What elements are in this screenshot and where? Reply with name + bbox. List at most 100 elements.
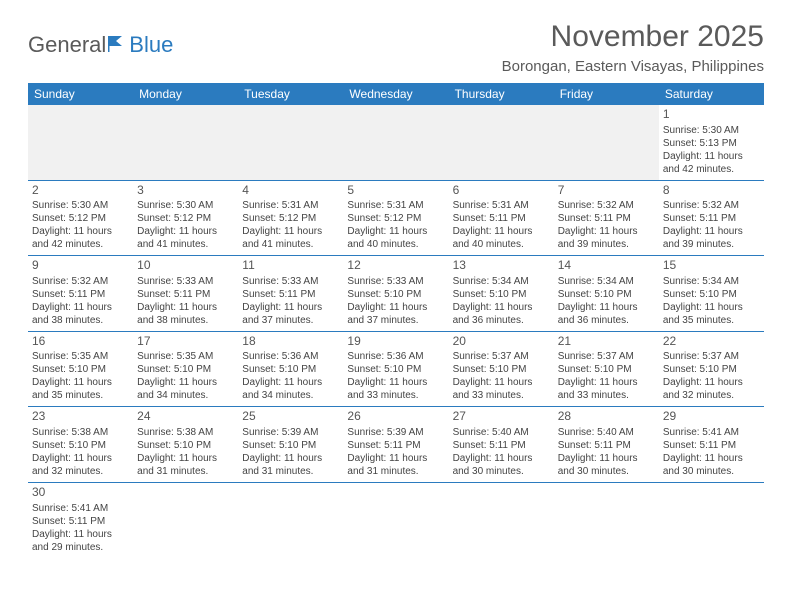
day-cell <box>554 105 659 180</box>
day-number: 30 <box>32 485 129 501</box>
day-info-line: Sunset: 5:13 PM <box>663 137 760 150</box>
day-cell: 2Sunrise: 5:30 AMSunset: 5:12 PMDaylight… <box>28 180 133 256</box>
day-info-line: Daylight: 11 hours <box>663 150 760 163</box>
title-block: November 2025 Borongan, Eastern Visayas,… <box>502 20 764 75</box>
day-info-line: and 41 minutes. <box>137 238 234 251</box>
week-row: 1Sunrise: 5:30 AMSunset: 5:13 PMDaylight… <box>28 105 764 180</box>
day-cell: 24Sunrise: 5:38 AMSunset: 5:10 PMDayligh… <box>133 407 238 483</box>
day-cell: 15Sunrise: 5:34 AMSunset: 5:10 PMDayligh… <box>659 256 764 332</box>
day-cell: 12Sunrise: 5:33 AMSunset: 5:10 PMDayligh… <box>343 256 448 332</box>
day-info-line: Sunset: 5:11 PM <box>663 439 760 452</box>
day-number: 20 <box>453 334 550 350</box>
day-number: 7 <box>558 183 655 199</box>
day-info-line: Sunrise: 5:31 AM <box>453 199 550 212</box>
day-info-line: Sunrise: 5:35 AM <box>137 350 234 363</box>
day-info-line: and 40 minutes. <box>347 238 444 251</box>
week-row: 9Sunrise: 5:32 AMSunset: 5:11 PMDaylight… <box>28 256 764 332</box>
day-number: 12 <box>347 258 444 274</box>
logo-text-general: General <box>28 32 106 58</box>
day-info-line: Sunset: 5:10 PM <box>453 363 550 376</box>
day-number: 19 <box>347 334 444 350</box>
day-cell <box>133 105 238 180</box>
day-cell: 28Sunrise: 5:40 AMSunset: 5:11 PMDayligh… <box>554 407 659 483</box>
day-number: 29 <box>663 409 760 425</box>
day-info-line: Daylight: 11 hours <box>242 301 339 314</box>
flag-icon <box>108 32 128 58</box>
day-number: 27 <box>453 409 550 425</box>
day-info-line: Daylight: 11 hours <box>137 301 234 314</box>
day-info-line: Sunset: 5:10 PM <box>558 288 655 301</box>
day-info-line: Sunrise: 5:41 AM <box>32 502 129 515</box>
day-info-line: and 33 minutes. <box>453 389 550 402</box>
day-info-line: and 32 minutes. <box>663 389 760 402</box>
day-number: 3 <box>137 183 234 199</box>
day-info-line: Sunrise: 5:33 AM <box>242 275 339 288</box>
day-cell: 11Sunrise: 5:33 AMSunset: 5:11 PMDayligh… <box>238 256 343 332</box>
day-cell: 16Sunrise: 5:35 AMSunset: 5:10 PMDayligh… <box>28 331 133 407</box>
day-info-line: Sunset: 5:12 PM <box>137 212 234 225</box>
day-number: 18 <box>242 334 339 350</box>
day-number: 5 <box>347 183 444 199</box>
dayname-tuesday: Tuesday <box>238 83 343 105</box>
dayname-wednesday: Wednesday <box>343 83 448 105</box>
day-info-line: Sunset: 5:11 PM <box>558 212 655 225</box>
day-info-line: Daylight: 11 hours <box>137 452 234 465</box>
day-number: 21 <box>558 334 655 350</box>
day-info-line: Daylight: 11 hours <box>242 225 339 238</box>
day-info-line: Sunset: 5:11 PM <box>453 212 550 225</box>
day-cell <box>28 105 133 180</box>
day-info-line: and 31 minutes. <box>137 465 234 478</box>
day-cell: 14Sunrise: 5:34 AMSunset: 5:10 PMDayligh… <box>554 256 659 332</box>
day-info-line: Sunrise: 5:37 AM <box>453 350 550 363</box>
dayname-monday: Monday <box>133 83 238 105</box>
day-info-line: Daylight: 11 hours <box>663 225 760 238</box>
day-info-line: Sunrise: 5:40 AM <box>558 426 655 439</box>
day-cell <box>449 105 554 180</box>
day-cell: 22Sunrise: 5:37 AMSunset: 5:10 PMDayligh… <box>659 331 764 407</box>
day-cell: 4Sunrise: 5:31 AMSunset: 5:12 PMDaylight… <box>238 180 343 256</box>
day-info-line: Sunrise: 5:31 AM <box>347 199 444 212</box>
day-cell: 21Sunrise: 5:37 AMSunset: 5:10 PMDayligh… <box>554 331 659 407</box>
week-row: 16Sunrise: 5:35 AMSunset: 5:10 PMDayligh… <box>28 331 764 407</box>
day-info-line: and 39 minutes. <box>558 238 655 251</box>
logo: GeneralBlue <box>28 32 173 58</box>
day-info-line: and 34 minutes. <box>242 389 339 402</box>
day-number: 8 <box>663 183 760 199</box>
day-info-line: and 39 minutes. <box>663 238 760 251</box>
day-info-line: Sunset: 5:12 PM <box>242 212 339 225</box>
week-row: 23Sunrise: 5:38 AMSunset: 5:10 PMDayligh… <box>28 407 764 483</box>
day-cell <box>238 105 343 180</box>
day-cell: 27Sunrise: 5:40 AMSunset: 5:11 PMDayligh… <box>449 407 554 483</box>
day-info-line: Sunrise: 5:30 AM <box>32 199 129 212</box>
day-number: 2 <box>32 183 129 199</box>
day-info-line: Daylight: 11 hours <box>242 376 339 389</box>
day-cell <box>449 482 554 557</box>
day-info-line: Daylight: 11 hours <box>663 301 760 314</box>
day-info-line: and 35 minutes. <box>32 389 129 402</box>
dayname-row: SundayMondayTuesdayWednesdayThursdayFrid… <box>28 83 764 105</box>
day-info-line: and 41 minutes. <box>242 238 339 251</box>
day-cell: 13Sunrise: 5:34 AMSunset: 5:10 PMDayligh… <box>449 256 554 332</box>
day-info-line: and 37 minutes. <box>242 314 339 327</box>
day-info-line: Sunrise: 5:33 AM <box>137 275 234 288</box>
day-info-line: Daylight: 11 hours <box>453 452 550 465</box>
day-info-line: and 33 minutes. <box>558 389 655 402</box>
day-info-line: Daylight: 11 hours <box>347 376 444 389</box>
day-info-line: Sunrise: 5:37 AM <box>558 350 655 363</box>
day-cell: 29Sunrise: 5:41 AMSunset: 5:11 PMDayligh… <box>659 407 764 483</box>
day-info-line: Daylight: 11 hours <box>453 301 550 314</box>
day-info-line: Sunset: 5:10 PM <box>663 288 760 301</box>
day-info-line: Daylight: 11 hours <box>32 376 129 389</box>
day-info-line: Daylight: 11 hours <box>32 225 129 238</box>
day-info-line: and 30 minutes. <box>558 465 655 478</box>
day-number: 26 <box>347 409 444 425</box>
day-cell <box>659 482 764 557</box>
day-info-line: and 38 minutes. <box>32 314 129 327</box>
day-info-line: Sunset: 5:11 PM <box>453 439 550 452</box>
day-number: 1 <box>663 107 760 123</box>
day-info-line: Daylight: 11 hours <box>32 301 129 314</box>
day-number: 23 <box>32 409 129 425</box>
dayname-thursday: Thursday <box>449 83 554 105</box>
day-info-line: Sunset: 5:10 PM <box>242 439 339 452</box>
day-info-line: and 42 minutes. <box>32 238 129 251</box>
